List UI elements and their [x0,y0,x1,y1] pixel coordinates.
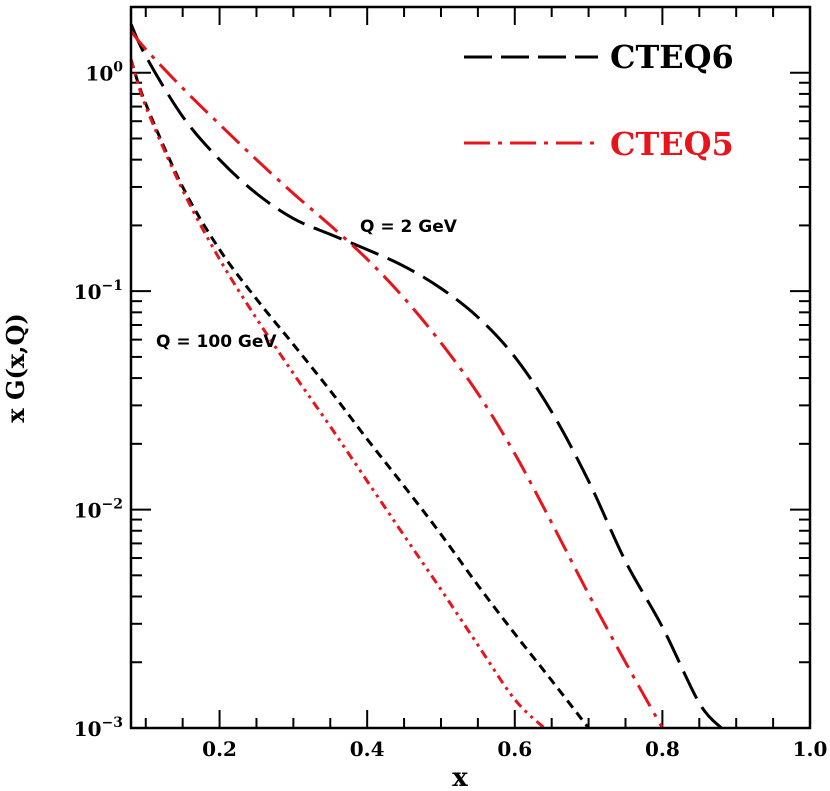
x-tick-label: 0.8 [645,737,680,761]
y-tick-label: 10−2 [74,497,123,523]
series-line-3 [129,59,546,730]
plot-frame [129,5,812,730]
annotation-q100: Q = 100 GeV [156,332,277,352]
x-tick-label: 0.4 [350,737,385,761]
y-tick-label: 10−1 [74,278,123,304]
series-layer [129,23,723,730]
y-axis-label: x G(x,Q) [1,313,30,422]
legend: CTEQ6 CTEQ5 [464,38,734,163]
labels-layer: 0.2 0.4 0.6 0.8 1.0 100 10−1 10−2 10−3 [74,60,828,761]
x-tick-label: 0.6 [497,737,532,761]
series-line-2 [129,59,590,729]
legend-label-cteq5: CTEQ5 [610,125,734,163]
y-tick-label: 10−3 [74,715,123,741]
legend-label-cteq6: CTEQ6 [610,38,734,76]
series-line-1 [129,30,664,729]
x-axis-label: x [452,763,468,791]
x-tick-label: 1.0 [793,737,828,761]
x-tick-label: 0.2 [202,737,237,761]
y-tick-label: 100 [85,60,123,86]
annotation-q2: Q = 2 GeV [360,217,458,237]
series-line-0 [129,23,723,730]
